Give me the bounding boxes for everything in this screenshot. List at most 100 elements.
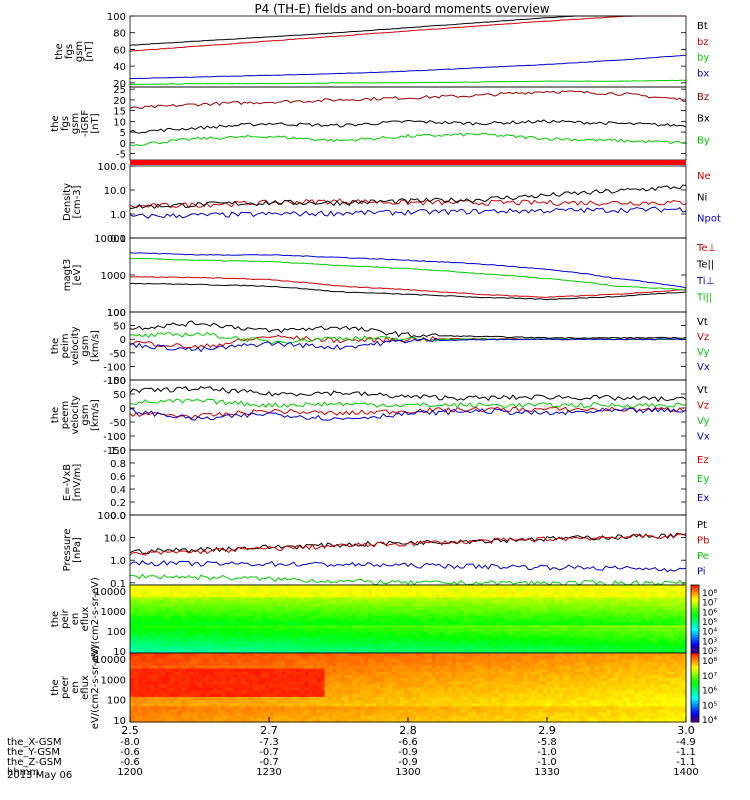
- position-value: -5.8: [537, 737, 557, 748]
- legend-entry: Ni: [697, 192, 707, 203]
- panel-0: 100 80 60 40 20 thefgsgsm[nT] Bt bz by bx: [54, 12, 709, 90]
- legend-entry: Pi: [697, 567, 706, 578]
- ytick-label: 100: [107, 12, 126, 23]
- legend-entry: Te||: [696, 260, 714, 271]
- position-value: -1.0: [537, 747, 557, 758]
- ytick-label: 60: [113, 45, 126, 56]
- legend-entry: Vy: [697, 416, 710, 427]
- ylabel: thefgsgsm[nT]: [54, 41, 95, 62]
- ytick-label: 100: [107, 696, 126, 707]
- ytick-label: 1.0: [110, 556, 126, 567]
- series-line: [129, 54, 687, 80]
- ytick-label: 10000: [94, 587, 126, 598]
- colorbar-label: 10⁵: [702, 701, 717, 711]
- heatmap-cells: [130, 585, 687, 654]
- position-value: -0.7: [259, 757, 279, 768]
- ytick-label: 10.0: [104, 186, 126, 197]
- panel-6: 1.0 0.8 0.6 0.4 0.2 0.0 E=-VxB[mV/m] Ez Ey Ex: [62, 446, 709, 522]
- legend-entry: Vt: [697, 385, 708, 396]
- xtick-label: 3.0: [677, 724, 695, 737]
- ylabel: thepeimvelocitygsm[km/s]: [50, 326, 101, 365]
- colorbar-label: 10⁵: [702, 618, 717, 628]
- ytick-label: -150: [103, 376, 126, 387]
- ytick-label: -100: [103, 362, 126, 373]
- position-value: -1.0: [537, 757, 557, 768]
- ytick-label: 10: [113, 716, 126, 727]
- position-row-label: the_X-GSM: [7, 737, 61, 748]
- position-value: -7.3: [259, 737, 279, 748]
- ytick-label: 1.0: [110, 446, 126, 457]
- panel-frame: [129, 237, 687, 313]
- series-line: [129, 385, 687, 403]
- colorbar-label: 10²: [702, 647, 717, 657]
- colorbar-label: 10⁸: [702, 657, 717, 667]
- ytick-label: 0.0: [110, 511, 126, 522]
- heatmap-cells: [130, 653, 687, 723]
- series-line: [129, 532, 687, 556]
- ytick-label: 1000: [101, 607, 126, 618]
- legend-entry: bz: [697, 37, 709, 48]
- legend-entry: Vt: [697, 317, 708, 328]
- ylabel: Pressure[nPa]: [62, 529, 83, 572]
- panel-4: 100 50 0 -50 -100 -150thepeimvelocitygsm[km/s…: [50, 308, 710, 387]
- legend-entry: Ti||: [696, 293, 712, 304]
- position-value: 1400: [673, 767, 698, 778]
- position-row-label: the_Z-GSM: [7, 757, 62, 768]
- ytick-label: 100: [107, 308, 126, 319]
- position-value: -0.7: [259, 747, 279, 758]
- legend-entry: Pe: [697, 551, 709, 562]
- colorbar-label: 10⁸: [702, 589, 717, 599]
- series-line: [129, 79, 687, 86]
- xtick-label: 2.8: [399, 724, 417, 737]
- colorbar-label: 10⁶: [702, 608, 717, 618]
- ytick-label: 0.2: [110, 498, 126, 509]
- position-value: -0.9: [398, 757, 418, 768]
- legend-entry: Npot: [697, 214, 721, 225]
- panel-8: 10000 1000 100 10 thepeirenefluxeV/(cm2-s-sr…: [50, 577, 717, 661]
- series-line: [129, 276, 687, 298]
- ytick-label: 10000: [94, 234, 126, 245]
- ytick-label: 50: [113, 390, 126, 401]
- ytick-label: 0.1: [110, 579, 126, 590]
- series-line: [129, 573, 687, 586]
- position-value: 1200: [117, 767, 142, 778]
- ytick-label: 100: [107, 627, 126, 638]
- ytick-label: 80: [113, 29, 126, 40]
- ytick-label: -5: [116, 150, 126, 161]
- position-value: -1.1: [676, 747, 696, 758]
- position-value: 1230: [256, 767, 281, 778]
- xtick-label: 2.7: [260, 724, 278, 737]
- ytick-label: 1000: [101, 271, 126, 282]
- colorbar: 10⁸ 10⁷ 10⁶ 10⁵ 10⁴: [690, 652, 717, 726]
- ytick-label: 100: [107, 376, 126, 387]
- ytick-label: 0: [120, 139, 126, 150]
- series-line: [129, 90, 687, 109]
- legend-entry: Vx: [697, 362, 710, 373]
- colorbar-label: 10⁷: [702, 672, 717, 682]
- legend-entry: Ey: [697, 474, 709, 485]
- series-line: [129, 119, 687, 134]
- panel-frame: [129, 449, 687, 516]
- time-axis: 2.5 2.7 2.8 2.9 3.0 the_X-GSM -8.0 -7.3 -6.6 -5.8…: [7, 717, 699, 781]
- ytick-label: -50: [110, 418, 126, 429]
- ylabel: thepeirenefluxeV/(cm2-s-sr-eV): [50, 577, 101, 661]
- ytick-label: 10000: [94, 655, 126, 666]
- position-value: 1300: [395, 767, 420, 778]
- ylabel: magt3[eV]: [62, 259, 83, 292]
- legend-entry: Ne: [697, 171, 711, 182]
- colorbar-label: 10⁴: [702, 716, 717, 726]
- ytick-label: 1.0: [110, 210, 126, 221]
- legend-entry: By: [697, 135, 710, 146]
- ytick-label: 10: [113, 117, 126, 128]
- ytick-label: 15: [113, 107, 126, 118]
- panel-3: 10000 1000 100 magt3[eV] Te⊥ Te|| Ti⊥ Ti||: [62, 234, 716, 319]
- ytick-label: 1000: [101, 675, 126, 686]
- ylabel: thepeemvelocitygsm[km/s]: [50, 395, 101, 434]
- position-value: -0.9: [398, 747, 418, 758]
- series-line: [129, 132, 687, 147]
- position-value: -6.6: [398, 737, 418, 748]
- legend-entry: Vz: [697, 401, 709, 412]
- position-value: -4.9: [676, 737, 696, 748]
- colorbar-label: 10⁷: [702, 599, 717, 609]
